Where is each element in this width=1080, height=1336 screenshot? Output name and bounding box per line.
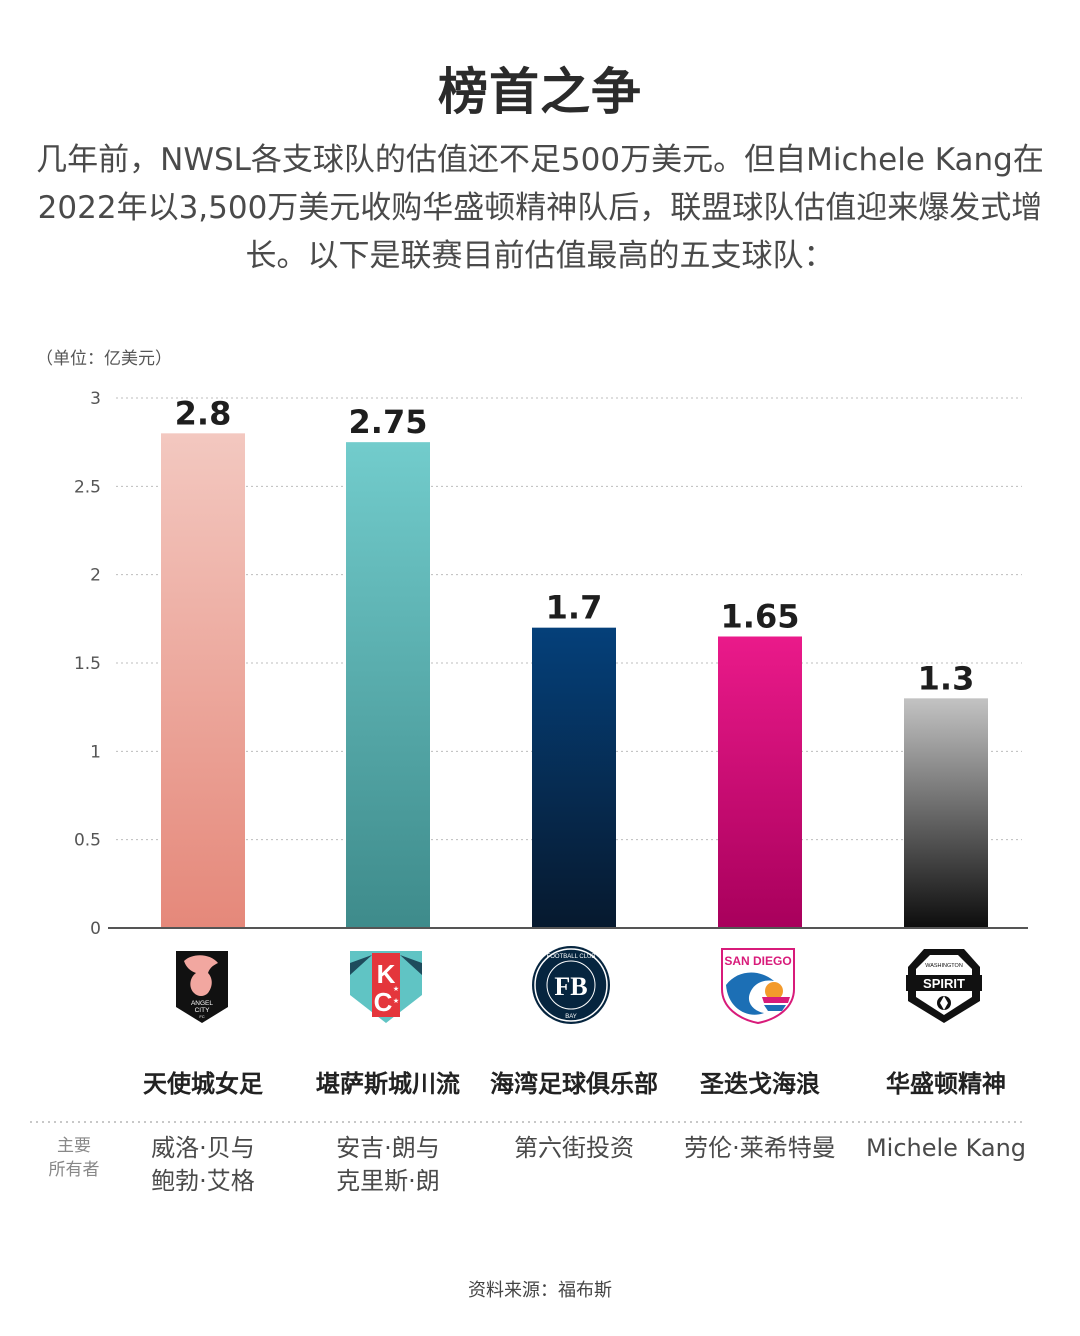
team-name-bay-fc: 海湾足球俱乐部 <box>490 1070 658 1098</box>
y-tick-label: 1 <box>90 742 101 762</box>
y-tick-label: 2.5 <box>74 477 101 497</box>
unit-label: （单位：亿美元） <box>36 349 172 369</box>
owner-kansas-city: 安吉·朗与 克里斯·朗 <box>336 1134 440 1195</box>
angel-city-fc-logo: ANGEL CITY FC <box>162 945 242 1025</box>
y-tick-label: 0 <box>90 919 101 939</box>
owner-bay-fc: 第六街投资 <box>514 1134 634 1162</box>
logo-text-fb: FB <box>554 972 587 1001</box>
data-label: 1.3 <box>918 659 975 697</box>
data-label: 1.65 <box>721 598 800 636</box>
data-label: 2.8 <box>175 394 232 432</box>
star-icon: ★ <box>393 985 399 993</box>
bar <box>346 442 430 928</box>
bar <box>161 433 245 928</box>
logo-text-c: C <box>374 987 393 1017</box>
grid-lines <box>116 397 1022 841</box>
team-name-washington: 华盛顿精神 <box>886 1070 1006 1098</box>
y-tick-label: 3 <box>90 389 101 409</box>
data-label: 1.7 <box>546 589 603 627</box>
y-axis-ticks: 0 0.5 1 1.5 2 2.5 3 <box>74 389 101 939</box>
y-tick-label: 2 <box>90 566 101 586</box>
owner-angel-city: 威洛·贝与 鲍勃·艾格 <box>151 1134 255 1195</box>
bar <box>904 698 988 928</box>
logo-text-washington: WASHINGTON <box>925 963 963 969</box>
chart-subtitle: 几年前，NWSL各支球队的估值还不足500万美元。但自Michele Kang在… <box>36 142 1044 274</box>
logo-text-fc: FC <box>199 1014 204 1019</box>
logo-text-angel: ANGEL <box>191 1000 213 1007</box>
owner-label-line-2: 所有者 <box>48 1160 100 1180</box>
team-name-angel-city: 天使城女足 <box>143 1070 263 1098</box>
owner-label-line-1: 主要 <box>57 1136 91 1156</box>
bar <box>718 636 802 928</box>
bay-fc-logo: FOOTBALL CLUB BAY FB <box>531 945 611 1025</box>
logo-text-city: CITY <box>195 1007 210 1014</box>
kansas-city-current-logo: K C ★ ★ <box>346 945 426 1025</box>
owner-row-label: 主要 所有者 <box>30 1134 118 1182</box>
logo-text-k: K <box>377 959 396 989</box>
data-labels: 2.8 2.75 1.7 1.65 1.3 <box>175 394 975 697</box>
chart-title: 榜首之争 <box>438 63 642 121</box>
star-icon: ★ <box>393 997 399 1005</box>
logo-text-san-diego: SAN DIEGO <box>724 954 791 968</box>
washington-spirit-logo: WASHINGTON SPIRIT <box>904 945 984 1025</box>
logo-text-spirit: SPIRIT <box>923 976 965 991</box>
owner-san-diego: 劳伦·莱希特曼 <box>684 1134 836 1162</box>
data-label: 2.75 <box>349 403 428 441</box>
bars <box>161 433 988 928</box>
san-diego-wave-logo: SAN DIEGO <box>718 945 798 1025</box>
bar <box>532 627 616 928</box>
team-name-san-diego: 圣迭戈海浪 <box>700 1070 820 1098</box>
logo-text-bay: BAY <box>565 1014 577 1020</box>
source-note: 资料来源：福布斯 <box>468 1280 612 1301</box>
owner-washington: Michele Kang <box>865 1134 1027 1162</box>
y-tick-label: 1.5 <box>74 654 101 674</box>
y-tick-label: 0.5 <box>74 831 101 851</box>
logo-text-football-club: FOOTBALL CLUB <box>547 954 596 960</box>
team-name-kansas-city: 堪萨斯城川流 <box>316 1070 460 1098</box>
